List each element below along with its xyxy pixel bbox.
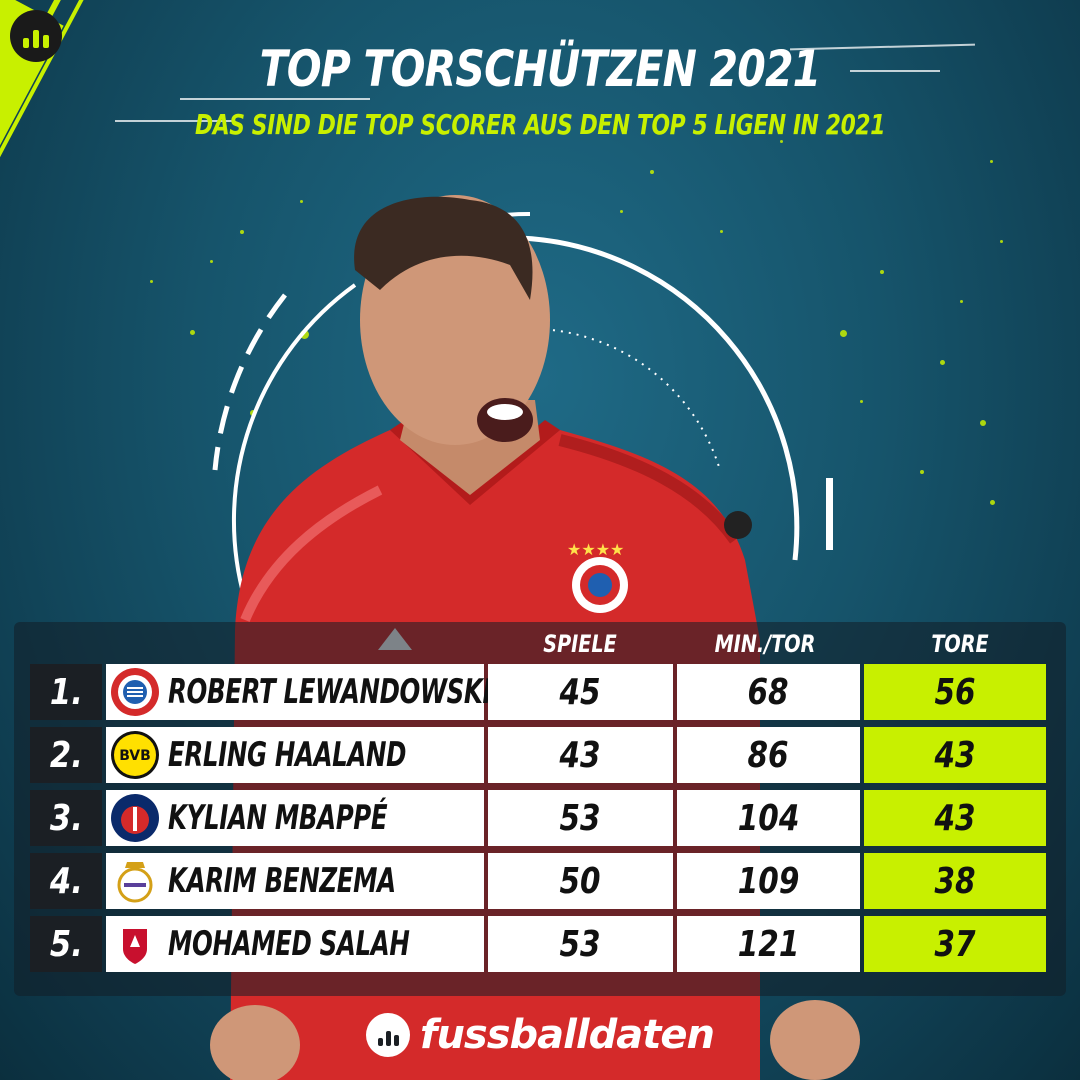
- liverpool-crest-icon: [110, 919, 160, 969]
- paint-splatter-dot: [210, 260, 213, 263]
- rank-cell: 4.: [30, 853, 102, 909]
- games-value: 53: [559, 923, 602, 965]
- table-row: 4. KARIM BENZEMA 50 109 38: [30, 853, 1046, 909]
- min-per-goal-value: 68: [747, 671, 790, 713]
- svg-text:★★★★: ★★★★: [567, 540, 624, 559]
- paint-splatter-dot: [720, 230, 723, 233]
- goals-cell: 38: [864, 853, 1046, 909]
- min-per-goal-cell: 86: [677, 727, 860, 783]
- table-row: 1. ROBERT LEWANDOWSKI 45 68 56: [30, 664, 1046, 720]
- min-per-goal-cell: 68: [677, 664, 860, 720]
- bvb-crest-icon: BVB: [110, 730, 160, 780]
- goals-value: 38: [934, 860, 976, 902]
- rank-cell: 1.: [30, 664, 102, 720]
- column-header-games: SPIELE: [543, 630, 617, 658]
- goals-cell: 43: [864, 790, 1046, 846]
- paint-splatter-dot: [620, 210, 623, 213]
- min-per-goal-value: 86: [747, 734, 790, 776]
- player-cell: ROBERT LEWANDOWSKI: [106, 664, 492, 720]
- player-name: KYLIAN MBAPPÉ: [168, 798, 388, 838]
- header-decor-line: [850, 70, 940, 72]
- player-cell: KYLIAN MBAPPÉ: [106, 790, 484, 846]
- paint-splatter-dot: [940, 360, 945, 365]
- paint-splatter-dot: [920, 470, 924, 474]
- rank-cell: 2.: [30, 727, 102, 783]
- games-cell: 53: [488, 916, 673, 972]
- header-decor-line: [115, 120, 235, 122]
- games-cell: 43: [488, 727, 673, 783]
- rank-label: 1.: [49, 671, 83, 713]
- paint-splatter-dot: [840, 330, 847, 337]
- psg-crest-icon: [110, 793, 160, 843]
- fussballdaten-logo-icon: [10, 10, 62, 62]
- paint-splatter-dot: [240, 230, 244, 234]
- rank-label: 5.: [49, 923, 83, 965]
- games-value: 53: [559, 797, 602, 839]
- goals-cell: 43: [864, 727, 1046, 783]
- svg-text:BVB: BVB: [119, 748, 151, 764]
- column-header-goals: TORE: [931, 630, 989, 658]
- player-cell: BVB ERLING HAALAND: [106, 727, 484, 783]
- games-value: 45: [559, 671, 602, 713]
- footer-brand: fussballdaten: [0, 1012, 1080, 1058]
- real-madrid-crest-icon: [110, 856, 160, 906]
- goals-value: 43: [934, 797, 976, 839]
- paint-splatter-dot: [960, 300, 963, 303]
- goals-cell: 37: [864, 916, 1046, 972]
- games-cell: 53: [488, 790, 673, 846]
- table-row: 5. MOHAMED SALAH 53 121 37: [30, 916, 1046, 972]
- player-name: MOHAMED SALAH: [168, 924, 410, 964]
- paint-splatter-dot: [300, 200, 303, 203]
- paint-splatter-dot: [990, 160, 993, 163]
- goals-value: 56: [934, 671, 976, 713]
- brand-name: fussballdaten: [420, 1012, 715, 1058]
- table-row: 2. BVB ERLING HAALAND 43 86 43: [30, 727, 1046, 783]
- games-value: 50: [559, 860, 602, 902]
- table-row: 3. KYLIAN MBAPPÉ 53 104 43: [30, 790, 1046, 846]
- paint-splatter-dot: [990, 500, 995, 505]
- min-per-goal-value: 109: [737, 860, 800, 902]
- player-cell: MOHAMED SALAH: [106, 916, 484, 972]
- paint-splatter-dot: [880, 270, 884, 274]
- paint-splatter-dot: [300, 330, 309, 339]
- min-per-goal-value: 121: [737, 923, 800, 965]
- rank-label: 3.: [49, 797, 83, 839]
- paint-splatter-dot: [190, 330, 195, 335]
- header-decor-line: [180, 98, 370, 100]
- min-per-goal-cell: 104: [677, 790, 860, 846]
- goals-cell: 56: [864, 664, 1046, 720]
- player-name: ERLING HAALAND: [168, 735, 407, 775]
- column-header-min-per-goal: MIN./TOR: [714, 630, 816, 658]
- min-per-goal-value: 104: [737, 797, 800, 839]
- rank-cell: 3.: [30, 790, 102, 846]
- min-per-goal-cell: 109: [677, 853, 860, 909]
- paint-splatter-dot: [860, 400, 863, 403]
- player-cell: KARIM BENZEMA: [106, 853, 484, 909]
- games-cell: 50: [488, 853, 673, 909]
- games-cell: 45: [488, 664, 673, 720]
- player-name: ROBERT LEWANDOWSKI: [168, 672, 492, 712]
- player-name: KARIM BENZEMA: [168, 861, 396, 901]
- rank-label: 4.: [49, 860, 83, 902]
- min-per-goal-cell: 121: [677, 916, 860, 972]
- paint-splatter-dot: [650, 170, 654, 174]
- paint-splatter-dot: [980, 420, 986, 426]
- paint-splatter-dot: [1000, 240, 1003, 243]
- rank-label: 2.: [49, 734, 83, 776]
- paint-splatter-dot: [780, 140, 783, 143]
- page-title: TOP TORSCHÜTZEN 2021: [259, 40, 822, 98]
- fc-bayern-crest-icon: [110, 667, 160, 717]
- page-subtitle: DAS SIND DIE TOP SCORER AUS DEN TOP 5 LI…: [194, 108, 886, 141]
- fussballdaten-logo-icon: [366, 1013, 411, 1057]
- goals-value: 43: [934, 734, 976, 776]
- games-value: 43: [559, 734, 602, 776]
- rank-cell: 5.: [30, 916, 102, 972]
- paint-splatter-dot: [150, 280, 153, 283]
- goals-value: 37: [934, 923, 976, 965]
